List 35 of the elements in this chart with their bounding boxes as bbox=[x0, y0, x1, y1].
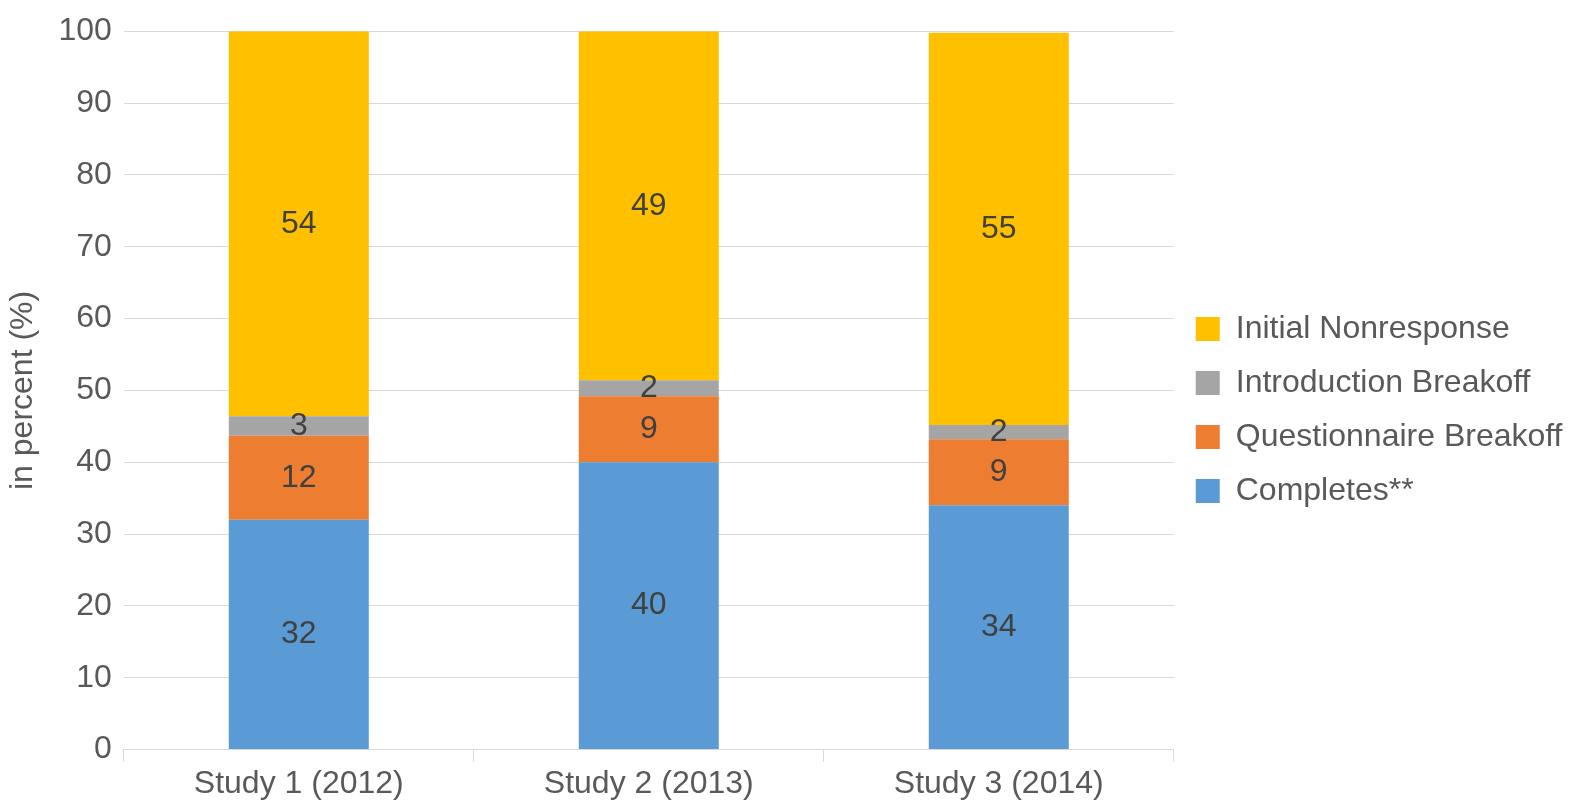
bar bbox=[228, 435, 369, 520]
legend-label: Introduction Breakoff bbox=[1235, 362, 1531, 399]
legend-label: Initial Nonresponse bbox=[1235, 308, 1510, 345]
data-label: 9 bbox=[639, 409, 658, 446]
data-label: 32 bbox=[280, 614, 317, 651]
bar bbox=[578, 396, 719, 463]
y-axis-title: in percent (%) bbox=[3, 290, 40, 490]
x-tick-label: Study 2 (2013) bbox=[543, 763, 754, 800]
x-tick-label: Study 1 (2012) bbox=[193, 763, 404, 800]
bar bbox=[928, 505, 1069, 750]
legend-label: Questionnaire Breakoff bbox=[1235, 416, 1563, 453]
bar bbox=[928, 439, 1069, 506]
data-label: 34 bbox=[980, 607, 1017, 644]
legend-label: Completes** bbox=[1235, 470, 1414, 507]
y-tick-label: 40 bbox=[76, 442, 112, 479]
bar bbox=[228, 519, 369, 750]
data-label: 55 bbox=[980, 208, 1017, 245]
y-tick-label: 20 bbox=[76, 585, 112, 622]
y-tick-label: 90 bbox=[76, 82, 112, 119]
y-tick-label: 10 bbox=[76, 657, 112, 694]
y-tick-label: 80 bbox=[76, 154, 112, 191]
y-tick-label: 30 bbox=[76, 513, 112, 550]
data-label: 9 bbox=[989, 452, 1008, 489]
bar bbox=[578, 462, 719, 750]
y-tick-label: 100 bbox=[58, 11, 112, 48]
data-label: 12 bbox=[280, 457, 317, 494]
data-label: 40 bbox=[630, 585, 667, 622]
data-label: 54 bbox=[280, 203, 317, 240]
x-tick-label: Study 3 (2014) bbox=[893, 763, 1104, 800]
y-tick-label: 50 bbox=[76, 370, 112, 407]
data-label: 49 bbox=[630, 185, 667, 222]
data-label: 3 bbox=[289, 405, 308, 442]
y-tick-label: 60 bbox=[76, 298, 112, 335]
y-tick-label: 70 bbox=[76, 226, 112, 263]
y-tick-label: 0 bbox=[93, 729, 112, 766]
